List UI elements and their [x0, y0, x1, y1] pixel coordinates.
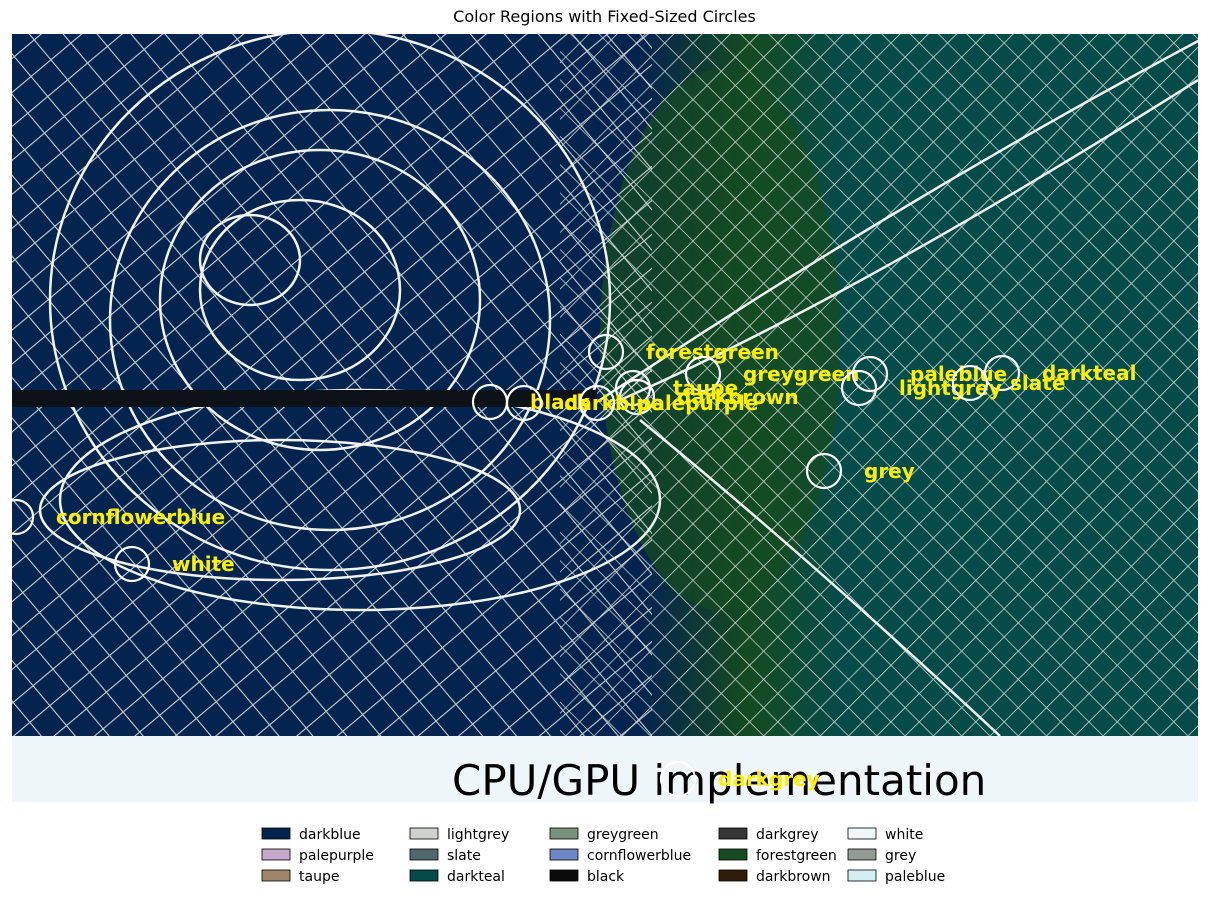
- point-label-darkgrey: darkgrey: [718, 767, 820, 791]
- point-circle-darkbrown: [618, 378, 656, 416]
- point-label-cornflowerblue: cornflowerblue: [56, 505, 225, 529]
- point-circle-lightgrey: [840, 369, 878, 407]
- point-label-lightgrey: lightgrey: [899, 376, 1002, 400]
- legend-label-darkgrey: darkgrey: [756, 827, 819, 843]
- legend-label-paleblue: paleblue: [885, 869, 945, 885]
- point-circle-paleblue: [851, 355, 889, 393]
- chart-title: Color Regions with Fixed-Sized Circles: [453, 7, 756, 26]
- point-circle-cornflowerblue: [0, 498, 35, 536]
- point-label-taupe: taupe: [673, 376, 738, 400]
- legend-swatch-darkteal: [409, 869, 439, 882]
- legend-label-greygreen: greygreen: [587, 827, 659, 843]
- legend-swatch-cornflowerblue: [549, 848, 579, 861]
- background-image: CPU/GPU implementation: [12, 34, 1198, 805]
- legend-swatch-black: [549, 869, 579, 882]
- legend-label-black: black: [587, 869, 625, 885]
- legend-swatch-darkblue: [261, 827, 291, 840]
- image-caption: CPU/GPU implementation: [452, 756, 986, 805]
- point-label-greygreen: greygreen: [743, 362, 859, 386]
- legend-swatch-darkgrey: [718, 827, 748, 840]
- legend-swatch-taupe: [261, 869, 291, 882]
- legend-swatch-grey: [847, 848, 877, 861]
- legend-label-white: white: [885, 827, 923, 843]
- point-circle-slate: [951, 364, 989, 402]
- point-circle-darkgrey: [659, 760, 697, 798]
- point-circle-taupe: [614, 369, 652, 407]
- legend-label-darkbrown: darkbrown: [756, 869, 831, 885]
- point-label-palepurple: palepurple: [637, 391, 758, 415]
- legend: darkblue palepurple taupe lightgrey slate dar…: [261, 827, 945, 885]
- point-circle-grey: [805, 452, 843, 490]
- legend-label-grey: grey: [885, 848, 916, 864]
- legend-swatch-white: [847, 827, 877, 840]
- point-circle-forestgreen: [587, 333, 625, 371]
- legend-swatch-paleblue: [847, 869, 877, 882]
- legend-label-lightgrey: lightgrey: [447, 827, 509, 843]
- legend-label-forestgreen: forestgreen: [756, 848, 837, 864]
- legend-swatch-greygreen: [549, 827, 579, 840]
- point-label-darkteal: darkteal: [1042, 361, 1136, 385]
- point-label-grey: grey: [864, 459, 915, 483]
- point-circle-white: [113, 545, 151, 583]
- legend-swatch-forestgreen: [718, 848, 748, 861]
- legend-swatch-slate: [409, 848, 439, 861]
- point-label-slate: slate: [1010, 371, 1065, 395]
- legend-label-darkblue: darkblue: [299, 827, 361, 843]
- point-label-paleblue: paleblue: [910, 362, 1007, 386]
- point-circle-palepurple: [578, 384, 616, 422]
- point-circle-darkblue: [505, 384, 543, 422]
- legend-label-palepurple: palepurple: [299, 848, 374, 864]
- legend-label-taupe: taupe: [299, 869, 339, 885]
- point-circle-greygreen: [684, 355, 722, 393]
- point-label-white: white: [172, 552, 235, 576]
- legend-swatch-palepurple: [261, 848, 291, 861]
- legend-swatch-darkbrown: [718, 869, 748, 882]
- point-label-darkbrown: darkbrown: [677, 385, 799, 409]
- legend-label-darkteal: darkteal: [447, 869, 505, 885]
- legend-swatch-lightgrey: [409, 827, 439, 840]
- legend-label-cornflowerblue: cornflowerblue: [587, 848, 691, 864]
- legend-label-slate: slate: [447, 848, 481, 864]
